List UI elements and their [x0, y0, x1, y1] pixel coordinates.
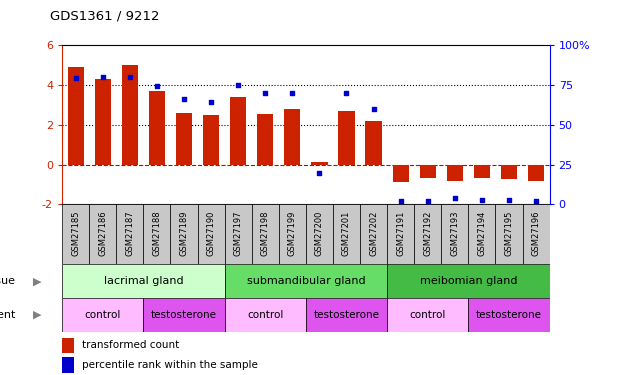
Bar [197, 204, 225, 264]
Bar [225, 204, 252, 264]
Bar [387, 264, 550, 298]
Bar [284, 109, 301, 165]
Point [504, 196, 514, 202]
Bar [252, 204, 279, 264]
Text: transformed count: transformed count [81, 340, 179, 351]
Text: testosterone: testosterone [476, 310, 542, 320]
Text: tissue: tissue [0, 276, 16, 286]
Point [288, 90, 297, 96]
Text: GSM27188: GSM27188 [152, 210, 161, 256]
Text: control: control [84, 310, 121, 320]
Point [450, 195, 460, 201]
Bar [446, 165, 463, 182]
Bar [225, 264, 387, 298]
Point [233, 82, 243, 88]
Bar [338, 111, 355, 165]
Text: agent: agent [0, 310, 16, 320]
Text: ▶: ▶ [33, 276, 42, 286]
Bar [501, 165, 517, 180]
Bar [365, 121, 382, 165]
Text: GSM27189: GSM27189 [179, 210, 188, 256]
Bar [468, 298, 550, 332]
Bar [474, 165, 490, 178]
Bar [225, 298, 306, 332]
Point [179, 96, 189, 102]
Bar [116, 204, 143, 264]
Bar [62, 338, 75, 353]
Point [314, 170, 324, 176]
Bar [468, 204, 496, 264]
Bar [62, 264, 225, 298]
Text: GSM27193: GSM27193 [450, 210, 460, 256]
Bar [62, 298, 143, 332]
Text: GSM27198: GSM27198 [261, 210, 270, 256]
Point [423, 198, 433, 204]
Bar [143, 204, 170, 264]
Bar [306, 298, 387, 332]
Text: testosterone: testosterone [314, 310, 379, 320]
Bar [94, 79, 111, 165]
Text: GSM27187: GSM27187 [125, 210, 134, 256]
Bar [230, 97, 247, 165]
Text: GSM27192: GSM27192 [424, 210, 432, 256]
Bar [176, 113, 192, 165]
Text: GSM27197: GSM27197 [233, 210, 243, 256]
Bar [62, 204, 89, 264]
Point [369, 106, 379, 112]
Bar [311, 162, 327, 165]
Bar [89, 204, 116, 264]
Point [71, 75, 81, 81]
Text: testosterone: testosterone [151, 310, 217, 320]
Bar [414, 204, 442, 264]
Text: GSM27195: GSM27195 [504, 210, 514, 256]
Text: lacrimal gland: lacrimal gland [104, 276, 183, 286]
Text: GSM27186: GSM27186 [98, 210, 107, 256]
Text: meibomian gland: meibomian gland [420, 276, 517, 286]
Bar [442, 204, 468, 264]
Bar [149, 91, 165, 165]
Text: GDS1361 / 9212: GDS1361 / 9212 [50, 9, 159, 22]
Text: GSM27196: GSM27196 [532, 210, 540, 256]
Bar [387, 204, 414, 264]
Text: GSM27185: GSM27185 [71, 210, 80, 256]
Text: GSM27202: GSM27202 [369, 210, 378, 256]
Text: GSM27190: GSM27190 [207, 210, 215, 256]
Bar [333, 204, 360, 264]
Bar [392, 165, 409, 183]
Point [477, 196, 487, 202]
Bar [496, 204, 522, 264]
Bar [257, 114, 273, 165]
Bar [170, 204, 197, 264]
Bar [203, 115, 219, 165]
Text: submandibular gland: submandibular gland [247, 276, 365, 286]
Text: GSM27200: GSM27200 [315, 210, 324, 256]
Bar [306, 204, 333, 264]
Text: GSM27194: GSM27194 [478, 210, 486, 256]
Bar [279, 204, 306, 264]
Text: control: control [409, 310, 446, 320]
Bar [420, 165, 436, 178]
Bar [387, 298, 468, 332]
Text: GSM27201: GSM27201 [342, 210, 351, 256]
Text: control: control [247, 310, 283, 320]
Text: ▶: ▶ [33, 310, 42, 320]
Point [531, 198, 541, 204]
Bar [360, 204, 387, 264]
Text: GSM27191: GSM27191 [396, 210, 405, 256]
Point [396, 198, 406, 204]
Point [206, 99, 216, 105]
Point [342, 90, 351, 96]
Point [97, 74, 107, 80]
Bar [528, 165, 544, 182]
Point [260, 90, 270, 96]
Bar [522, 204, 550, 264]
Bar [143, 298, 225, 332]
Point [125, 74, 135, 80]
Text: GSM27199: GSM27199 [288, 210, 297, 256]
Text: percentile rank within the sample: percentile rank within the sample [81, 360, 258, 370]
Point [152, 84, 162, 90]
Bar [122, 65, 138, 165]
Bar [68, 67, 84, 165]
Bar [62, 357, 75, 373]
